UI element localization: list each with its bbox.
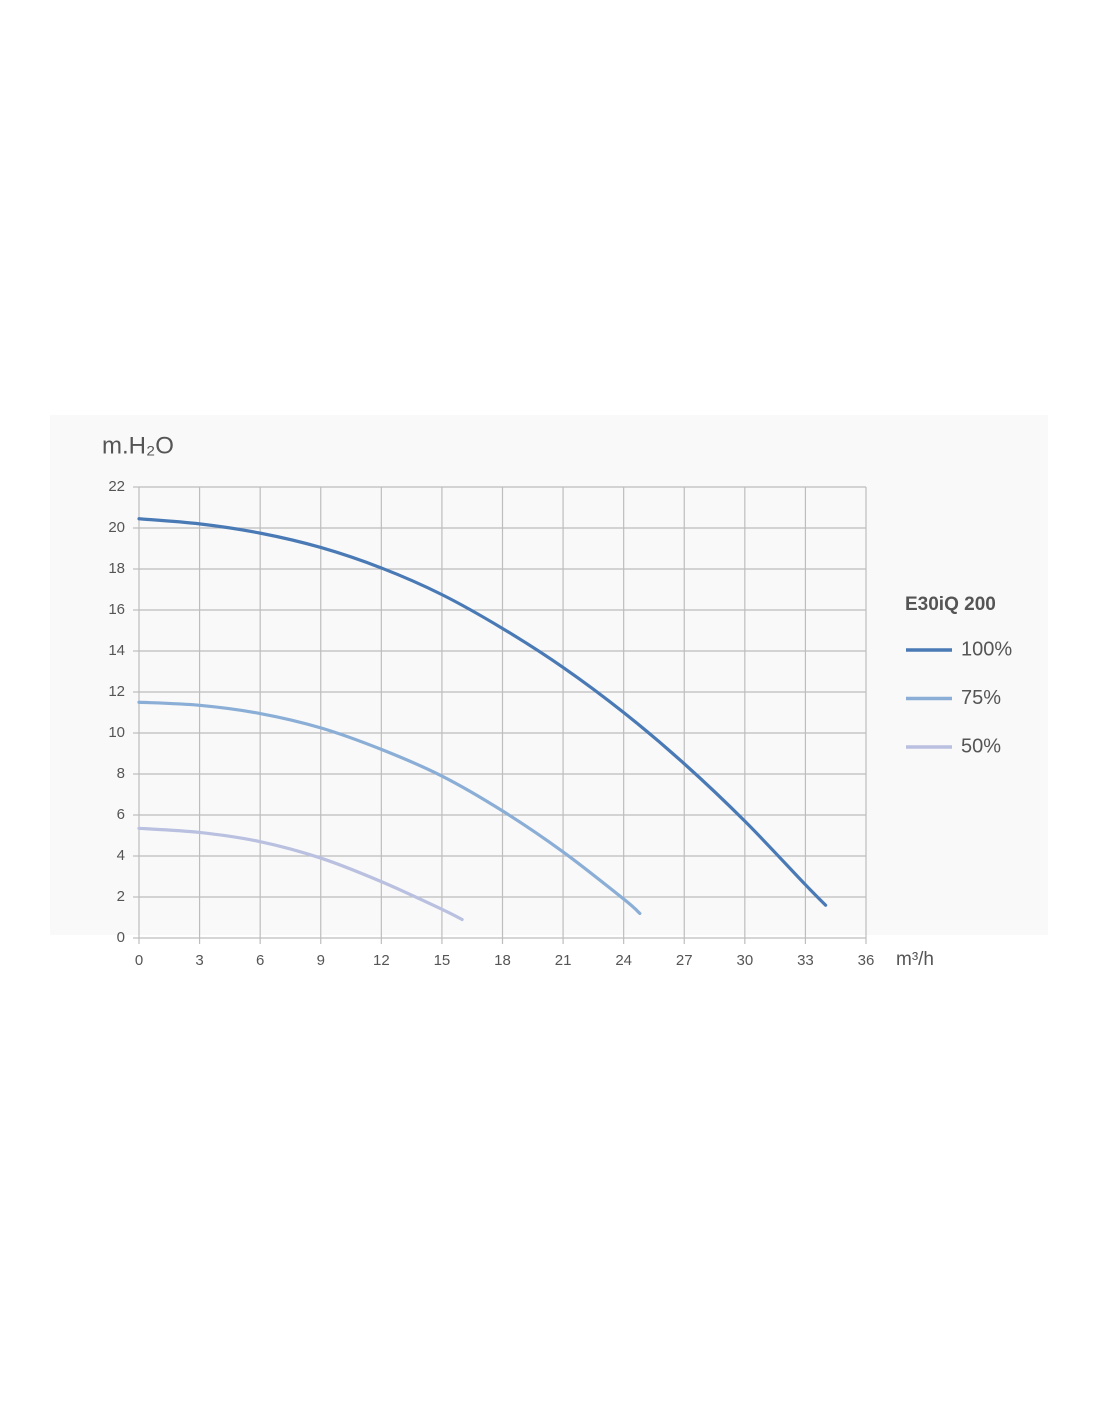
y-tick-label: 0 xyxy=(117,929,125,946)
legend-label: 100% xyxy=(961,638,1012,660)
y-tick-label: 12 xyxy=(108,683,125,700)
y-tick-label: 4 xyxy=(117,847,125,864)
x-tick-label: 36 xyxy=(858,952,875,969)
x-tick-label: 33 xyxy=(797,952,814,969)
y-tick-label: 18 xyxy=(108,560,125,577)
x-tick-label: 3 xyxy=(195,952,203,969)
x-tick-label: 15 xyxy=(434,952,451,969)
series-line xyxy=(137,826,464,922)
legend-label: 50% xyxy=(961,735,1001,757)
y-tick-label: 22 xyxy=(108,478,125,495)
x-tick-label: 27 xyxy=(676,952,693,969)
x-tick-label: 21 xyxy=(555,952,572,969)
series-line xyxy=(137,517,828,907)
x-tick-label: 18 xyxy=(494,952,511,969)
x-tick-label: 0 xyxy=(135,952,143,969)
chart-background xyxy=(50,415,1048,935)
x-axis-label: m³/h xyxy=(896,949,934,970)
y-axis-label: m.H₂O xyxy=(102,432,174,459)
legend-title: E30iQ 200 xyxy=(905,594,996,615)
series-line xyxy=(137,700,642,915)
y-tick-label: 16 xyxy=(108,601,125,618)
y-tick-label: 10 xyxy=(108,724,125,741)
legend-label: 75% xyxy=(961,687,1001,709)
x-tick-label: 9 xyxy=(317,952,325,969)
y-tick-label: 14 xyxy=(108,642,125,659)
y-tick-label: 6 xyxy=(117,806,125,823)
x-tick-label: 12 xyxy=(373,952,390,969)
y-tick-label: 2 xyxy=(117,888,125,905)
x-tick-label: 6 xyxy=(256,952,264,969)
y-tick-label: 8 xyxy=(117,765,125,782)
x-tick-label: 30 xyxy=(736,952,753,969)
y-tick-label: 20 xyxy=(108,519,125,536)
x-tick-label: 24 xyxy=(615,952,632,969)
